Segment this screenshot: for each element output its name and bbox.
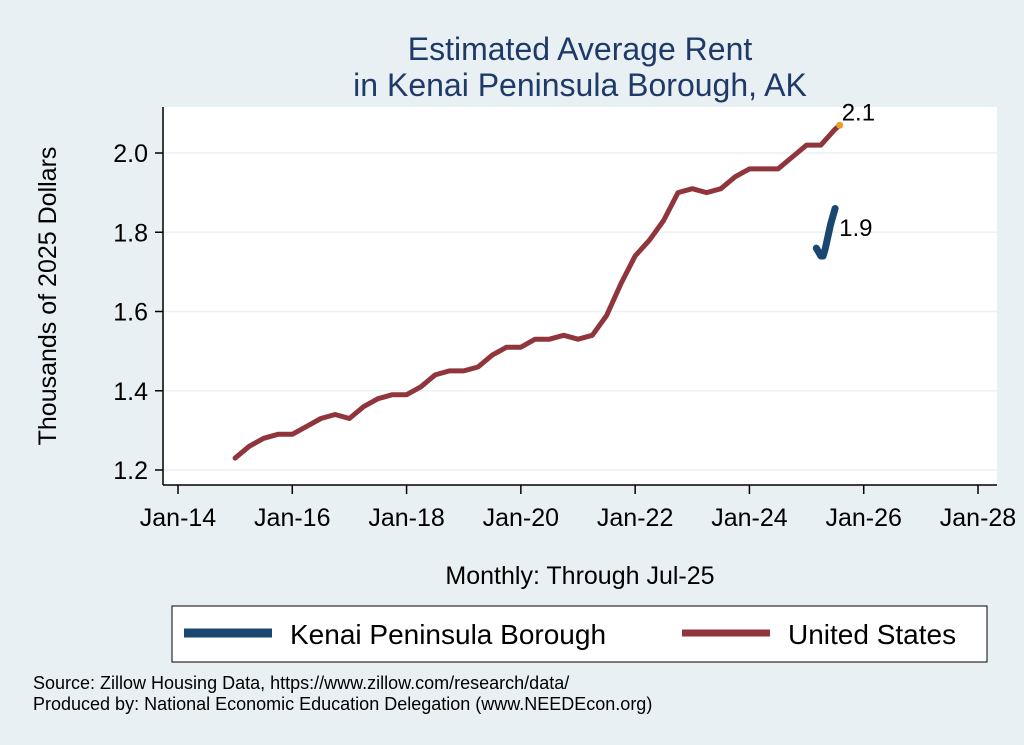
y-tick-label: 1.8 [113, 219, 148, 247]
x-tick-label: Jan-14 [140, 504, 217, 532]
x-tick-label: Jan-18 [368, 504, 444, 532]
x-tick-label: Jan-28 [940, 504, 1016, 532]
y-tick-label: 1.6 [113, 299, 148, 327]
y-tick-label: 1.4 [113, 378, 148, 406]
x-tick-label: Jan-22 [597, 504, 673, 532]
x-tick-label: Jan-20 [483, 504, 559, 532]
x-axis-label: Monthly: Through Jul-25 [445, 562, 714, 590]
series-end-marker-us [836, 121, 844, 129]
legend-label-kenai: Kenai Peninsula Borough [290, 619, 606, 650]
source-note: Source: Zillow Housing Data, https://www… [33, 673, 569, 693]
series-end-label-us: 2.1 [842, 99, 875, 126]
legend-label-us: United States [788, 619, 956, 650]
series-line-us [232, 122, 843, 461]
x-tick-label: Jan-24 [711, 504, 788, 532]
y-axis-ticks: 1.2 1.4 1.6 1.8 2.0 [113, 140, 163, 485]
series-line-kenai [812, 205, 839, 260]
produced-by-note: Produced by: National Economic Education… [33, 694, 652, 714]
plot-area [163, 107, 997, 485]
legend-box [171, 605, 988, 663]
series-layer: 2.1 1.9 [232, 99, 875, 461]
x-tick-label: Jan-26 [825, 504, 901, 532]
legend: Kenai Peninsula Borough United States [171, 605, 988, 663]
x-axis-ticks: Jan-14 Jan-16 Jan-18 Jan-20 Jan-22 Jan-24 Jan-… [140, 485, 1016, 532]
chart-title-line-1: Estimated Average Rent [408, 31, 753, 67]
chart-title-line-2: in Kenai Peninsula Borough, AK [353, 67, 807, 103]
gridlines [163, 152, 997, 471]
y-tick-label: 1.2 [113, 457, 148, 485]
y-tick-label: 2.0 [113, 140, 148, 168]
x-tick-label: Jan-16 [254, 504, 330, 532]
series-end-label-kenai: 1.9 [839, 215, 872, 242]
y-axis-label: Thousands of 2025 Dollars [34, 147, 62, 446]
